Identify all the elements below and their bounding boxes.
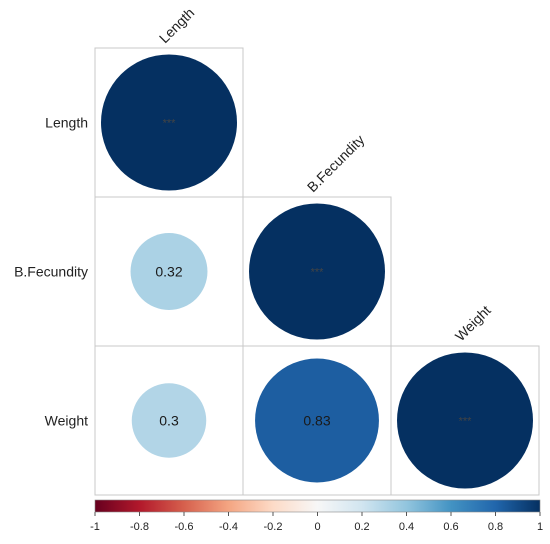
labels-layer: Length B.Fecundity Weight Length B.Fecundity… [14,5,494,429]
column-label: Weight [452,302,494,344]
colorbar-tick-label: -0.6 [175,521,194,533]
colorbar-tick-label: -0.4 [219,521,238,533]
cell-value-label: *** [459,416,473,428]
colorbar-tick-label: -0.2 [264,521,283,533]
colorbar-tick-label: 0.6 [443,521,458,533]
colorbar-tick-label: 0 [314,521,320,533]
colorbar-tick-label: -1 [90,521,100,533]
cell-value-label: *** [311,267,325,279]
cell-value-label: 0.32 [155,264,182,280]
cells-layer: *** 0.32 *** 0.3 0.83 *** [94,47,540,496]
row-label: Weight [45,413,88,429]
cell-value-label: 0.83 [303,413,330,429]
cell-box [390,345,540,496]
colorbar: -1 -0.8 -0.6 -0.4 -0.2 0 0.2 0.4 0.6 0.8 1 [90,499,543,533]
row-label: B.Fecundity [14,264,88,280]
colorbar-tick-label: 1 [537,521,543,533]
column-label: Length [156,5,198,47]
cell-value-label: 0.3 [159,413,179,429]
correlation-circle [131,383,207,458]
correlation-circle [130,233,208,310]
column-label: B.Fecundity [304,132,368,196]
colorbar-gradient [94,499,541,513]
correlation-circle [397,352,533,489]
colorbar-tick-label: 0.2 [354,521,369,533]
correlation-circle [101,54,237,191]
colorbar-tick-label: 0.4 [399,521,414,533]
row-label: Length [45,115,88,131]
colorbar-tick-label: 0.8 [488,521,503,533]
cell-value-label: *** [163,118,177,130]
colorbar-tick-label: -0.8 [130,521,149,533]
correlation-circle [255,358,379,483]
correlation-circle [249,203,385,340]
